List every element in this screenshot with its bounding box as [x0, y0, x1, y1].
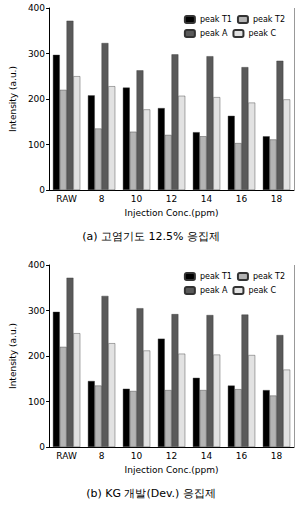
svg-text:0: 0 [39, 185, 45, 195]
svg-text:(b) KG 개발(Dev.) 응집제: (b) KG 개발(Dev.) 응집제 [86, 487, 216, 500]
svg-text:0: 0 [39, 442, 45, 452]
svg-text:RAW: RAW [56, 451, 77, 461]
svg-text:Intensity (a.u.): Intensity (a.u.) [8, 323, 18, 389]
svg-text:Intensity (a.u.): Intensity (a.u.) [8, 66, 18, 132]
svg-text:400: 400 [28, 3, 45, 13]
svg-text:(a) 고염기도 12.5% 응집제: (a) 고염기도 12.5% 응집제 [82, 230, 220, 243]
svg-text:peak C: peak C [248, 29, 276, 38]
svg-text:Injection Conc.(ppm): Injection Conc.(ppm) [125, 208, 219, 218]
svg-text:peak C: peak C [248, 286, 276, 295]
svg-text:peak T2: peak T2 [253, 15, 285, 24]
svg-text:16: 16 [236, 451, 248, 461]
svg-text:200: 200 [28, 351, 45, 361]
svg-text:18: 18 [271, 451, 283, 461]
svg-text:400: 400 [28, 260, 45, 270]
svg-text:10: 10 [131, 194, 143, 204]
svg-text:peak T1: peak T1 [200, 15, 232, 24]
svg-text:100: 100 [28, 397, 45, 407]
svg-text:peak A: peak A [200, 286, 228, 295]
svg-text:peak T2: peak T2 [253, 272, 285, 281]
svg-text:peak T1: peak T1 [200, 272, 232, 281]
svg-text:14: 14 [201, 194, 213, 204]
svg-text:Injection Conc.(ppm): Injection Conc.(ppm) [125, 465, 219, 475]
svg-text:300: 300 [28, 49, 45, 59]
svg-text:16: 16 [236, 194, 248, 204]
svg-text:200: 200 [28, 94, 45, 104]
svg-text:8: 8 [99, 451, 105, 461]
svg-text:12: 12 [166, 451, 177, 461]
svg-text:peak A: peak A [200, 29, 228, 38]
svg-text:100: 100 [28, 140, 45, 150]
svg-text:RAW: RAW [56, 194, 77, 204]
svg-text:300: 300 [28, 306, 45, 316]
svg-text:12: 12 [166, 194, 177, 204]
svg-text:8: 8 [99, 194, 105, 204]
svg-text:18: 18 [271, 194, 283, 204]
svg-text:14: 14 [201, 451, 213, 461]
svg-text:10: 10 [131, 451, 143, 461]
